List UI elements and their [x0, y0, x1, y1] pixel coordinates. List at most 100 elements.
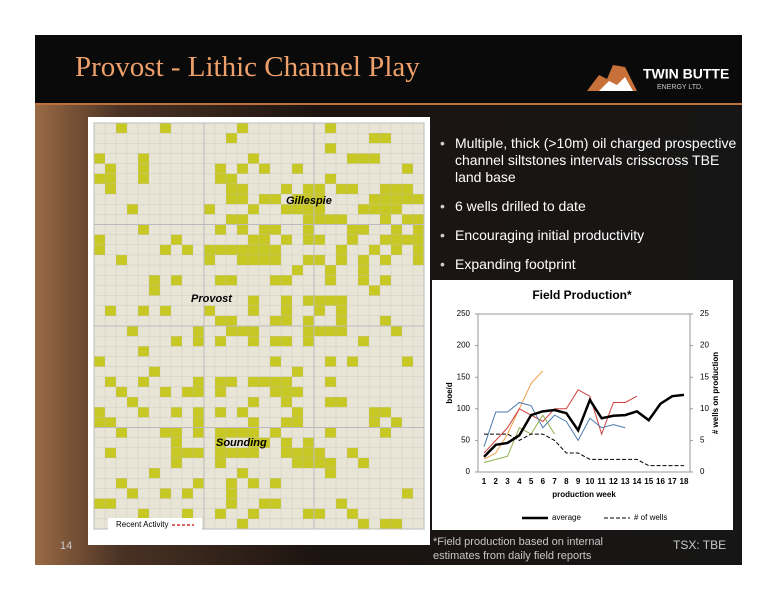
map-parcel [391, 224, 402, 235]
page-number: 14 [60, 540, 73, 552]
map-parcel [94, 173, 105, 184]
map-parcel [325, 457, 336, 469]
map-parcel [336, 315, 347, 326]
map-parcel [226, 133, 237, 144]
y2-tick-label: 20 [700, 341, 709, 350]
map-parcel [292, 407, 303, 418]
map-parcel [193, 386, 204, 398]
map-parcel [281, 204, 292, 215]
map-parcel [391, 244, 402, 255]
y2-tick-label: 15 [700, 372, 709, 381]
map-parcel [171, 427, 182, 438]
series-line [483, 389, 638, 454]
map-parcel [237, 244, 248, 255]
map-legend-label: Recent Activity [116, 520, 168, 529]
map-parcel [237, 254, 248, 266]
map-parcel [281, 417, 292, 428]
map-parcel [171, 275, 182, 286]
map-parcel [281, 437, 292, 448]
map-parcel [336, 326, 347, 337]
map-parcel [325, 173, 336, 184]
map-parcel [237, 407, 248, 418]
series-line [483, 414, 556, 464]
map-parcel [138, 305, 149, 316]
map-parcel [314, 508, 325, 519]
map-parcel [270, 244, 281, 255]
map-parcel [402, 234, 413, 245]
map-parcel [347, 356, 358, 367]
map-parcel [314, 204, 325, 215]
map-parcel [149, 275, 160, 286]
map-parcel [94, 407, 105, 418]
map-parcel [281, 386, 292, 398]
y-tick-label: 100 [457, 404, 471, 413]
map-label: Gillespie [286, 195, 332, 207]
map-parcel [303, 194, 314, 205]
map-parcel [149, 468, 160, 479]
map-parcel [347, 508, 358, 519]
map-parcel [270, 336, 281, 347]
series-line [484, 433, 684, 467]
map-parcel [380, 315, 391, 326]
chart-bg [432, 280, 733, 530]
map-parcel [171, 437, 182, 448]
map-parcel [204, 305, 215, 316]
map-parcel [380, 518, 391, 529]
map-parcel [402, 194, 413, 205]
map-parcel [281, 305, 292, 316]
map-parcel [369, 153, 380, 164]
map-parcel [248, 336, 259, 347]
y-axis-title: boe/d [445, 382, 454, 403]
map-parcel [193, 427, 204, 438]
x-tick-label: 8 [564, 477, 569, 486]
map-parcel [391, 183, 402, 195]
map-parcel [259, 163, 270, 174]
x-tick-label: 9 [576, 477, 581, 486]
map-parcel [314, 183, 325, 195]
map-parcel [281, 397, 292, 408]
map-parcel [270, 356, 281, 367]
map-parcel [270, 275, 281, 286]
map-parcel [237, 468, 248, 479]
map-parcel [347, 183, 358, 195]
map-parcel [303, 295, 314, 306]
map-parcel [325, 376, 336, 387]
map-parcel [347, 153, 358, 164]
map-parcel [237, 194, 248, 205]
map-parcel [303, 183, 314, 195]
map-parcel [270, 427, 281, 438]
map-parcel [248, 478, 259, 489]
map-parcel [105, 183, 116, 195]
map-parcel [259, 254, 270, 266]
map-parcel [303, 214, 314, 225]
map-parcel [237, 224, 248, 235]
map-parcel [314, 326, 325, 337]
map-parcel [226, 326, 237, 337]
map-parcel [325, 468, 336, 479]
x-axis-title: production week [552, 490, 616, 499]
legend-label: # of wells [634, 513, 667, 522]
map-parcel [160, 427, 171, 438]
map-parcel [127, 488, 138, 499]
map-parcel [380, 275, 391, 286]
map-parcel [215, 315, 226, 326]
map-parcel [182, 244, 193, 255]
map: Gillespie Provost Sounding Recent Activi… [88, 117, 430, 545]
y-tick-label: 0 [466, 467, 471, 476]
map-parcel [358, 254, 369, 266]
map-parcel [193, 417, 204, 428]
map-parcel [369, 204, 380, 215]
map-parcel [369, 133, 380, 144]
map-parcel [281, 447, 292, 458]
map-parcel [215, 457, 226, 469]
map-parcel [94, 153, 105, 164]
map-parcel [325, 295, 336, 306]
map-parcel [281, 295, 292, 306]
x-tick-label: 4 [517, 477, 522, 486]
map-parcel [237, 183, 248, 195]
footnote: *Field production based on internal esti… [433, 536, 604, 562]
map-parcel [358, 204, 369, 215]
map-parcel [226, 478, 237, 489]
legend-label: average [552, 513, 581, 522]
x-tick-label: 3 [505, 477, 510, 486]
